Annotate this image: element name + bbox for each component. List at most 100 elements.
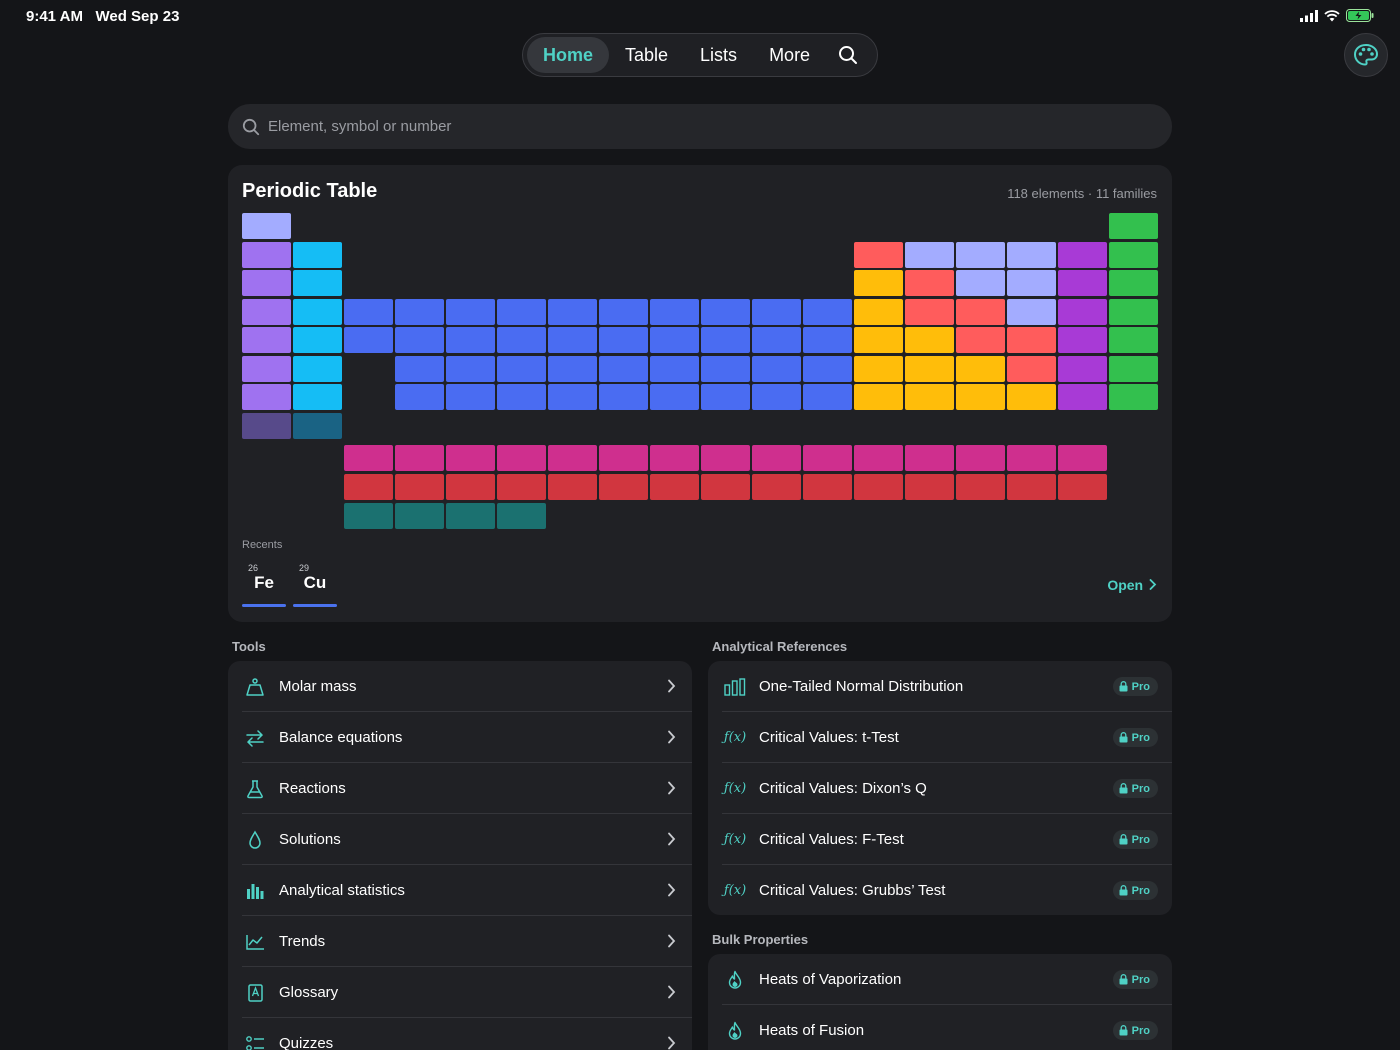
element-cell[interactable] [650, 299, 699, 325]
element-cell[interactable] [446, 384, 495, 410]
ref-grubbs-test[interactable]: ƒ(x) Critical Values: Grubbs’ Test Pro [708, 865, 1172, 915]
element-cell[interactable] [1007, 445, 1056, 471]
tool-solutions[interactable]: Solutions [228, 814, 692, 865]
element-cell[interactable] [854, 474, 903, 500]
element-cell[interactable] [446, 445, 495, 471]
element-cell[interactable] [446, 327, 495, 353]
element-cell[interactable] [293, 327, 342, 353]
nav-search-button[interactable] [830, 37, 866, 73]
element-cell[interactable] [1007, 384, 1056, 410]
element-cell[interactable] [497, 445, 546, 471]
element-cell[interactable] [242, 242, 291, 268]
element-cell[interactable] [1109, 356, 1158, 382]
element-cell[interactable] [599, 384, 648, 410]
element-cell[interactable] [1007, 356, 1056, 382]
element-cell[interactable] [1007, 270, 1056, 296]
element-cell[interactable] [854, 327, 903, 353]
element-cell[interactable] [905, 474, 954, 500]
element-cell[interactable] [242, 270, 291, 296]
ref-f-test[interactable]: ƒ(x) Critical Values: F-Test Pro [708, 814, 1172, 865]
element-cell[interactable] [446, 299, 495, 325]
element-cell[interactable] [956, 445, 1005, 471]
element-cell[interactable] [752, 384, 801, 410]
element-cell[interactable] [854, 445, 903, 471]
element-cell[interactable] [701, 474, 750, 500]
element-cell[interactable] [548, 445, 597, 471]
element-cell[interactable] [497, 299, 546, 325]
element-cell[interactable] [1109, 384, 1158, 410]
element-cell[interactable] [752, 474, 801, 500]
element-cell[interactable] [854, 356, 903, 382]
element-cell[interactable] [242, 299, 291, 325]
element-cell[interactable] [803, 384, 852, 410]
element-cell[interactable] [650, 445, 699, 471]
open-table-link[interactable]: Open [1107, 577, 1157, 593]
element-cell[interactable] [293, 356, 342, 382]
element-cell[interactable] [395, 327, 444, 353]
element-cell[interactable] [701, 327, 750, 353]
element-cell[interactable] [446, 503, 495, 529]
recent-element[interactable]: 29 Cu [293, 561, 337, 607]
tab-home[interactable]: Home [527, 37, 610, 73]
element-cell[interactable] [1109, 213, 1158, 239]
element-cell[interactable] [548, 356, 597, 382]
element-cell[interactable] [956, 299, 1005, 325]
element-cell[interactable] [1109, 299, 1158, 325]
element-cell[interactable] [701, 384, 750, 410]
element-cell[interactable] [905, 384, 954, 410]
element-cell[interactable] [1058, 299, 1107, 325]
tool-molar-mass[interactable]: Molar mass [228, 661, 692, 712]
theme-button[interactable] [1344, 33, 1388, 77]
recent-element[interactable]: 26 Fe [242, 561, 286, 607]
element-cell[interactable] [956, 356, 1005, 382]
element-cell[interactable] [1007, 327, 1056, 353]
element-cell[interactable] [497, 474, 546, 500]
element-cell[interactable] [650, 327, 699, 353]
element-cell[interactable] [548, 299, 597, 325]
element-cell[interactable] [956, 327, 1005, 353]
element-cell[interactable] [1058, 445, 1107, 471]
element-cell[interactable] [1058, 384, 1107, 410]
element-cell[interactable] [854, 299, 903, 325]
element-cell[interactable] [599, 356, 648, 382]
ref-dixons-q[interactable]: ƒ(x) Critical Values: Dixon’s Q Pro [708, 763, 1172, 814]
element-cell[interactable] [701, 299, 750, 325]
element-cell[interactable] [344, 327, 393, 353]
element-cell[interactable] [599, 299, 648, 325]
element-cell[interactable] [1007, 242, 1056, 268]
element-cell[interactable] [701, 445, 750, 471]
tool-balance-equations[interactable]: Balance equations [228, 712, 692, 763]
element-cell[interactable] [395, 356, 444, 382]
element-cell[interactable] [242, 413, 291, 439]
element-cell[interactable] [905, 299, 954, 325]
element-cell[interactable] [293, 413, 342, 439]
element-cell[interactable] [905, 445, 954, 471]
search-input[interactable] [268, 118, 1128, 135]
tool-analytical-statistics[interactable]: Analytical statistics [228, 865, 692, 916]
element-cell[interactable] [1058, 242, 1107, 268]
element-cell[interactable] [446, 356, 495, 382]
element-cell[interactable] [344, 445, 393, 471]
element-cell[interactable] [497, 327, 546, 353]
tool-quizzes[interactable]: Quizzes [228, 1018, 692, 1050]
element-cell[interactable] [1109, 270, 1158, 296]
tool-trends[interactable]: Trends [228, 916, 692, 967]
tool-glossary[interactable]: Glossary [228, 967, 692, 1018]
element-cell[interactable] [803, 299, 852, 325]
element-cell[interactable] [701, 356, 750, 382]
element-cell[interactable] [650, 384, 699, 410]
element-cell[interactable] [854, 242, 903, 268]
element-cell[interactable] [956, 270, 1005, 296]
element-cell[interactable] [905, 270, 954, 296]
element-cell[interactable] [1109, 327, 1158, 353]
element-cell[interactable] [242, 213, 291, 239]
element-cell[interactable] [395, 474, 444, 500]
element-cell[interactable] [497, 384, 546, 410]
ref-t-test[interactable]: ƒ(x) Critical Values: t-Test Pro [708, 712, 1172, 763]
element-cell[interactable] [599, 474, 648, 500]
element-cell[interactable] [548, 384, 597, 410]
element-cell[interactable] [803, 445, 852, 471]
element-cell[interactable] [1007, 299, 1056, 325]
element-cell[interactable] [1058, 356, 1107, 382]
ref-normal-distribution[interactable]: One-Tailed Normal Distribution Pro [708, 661, 1172, 712]
